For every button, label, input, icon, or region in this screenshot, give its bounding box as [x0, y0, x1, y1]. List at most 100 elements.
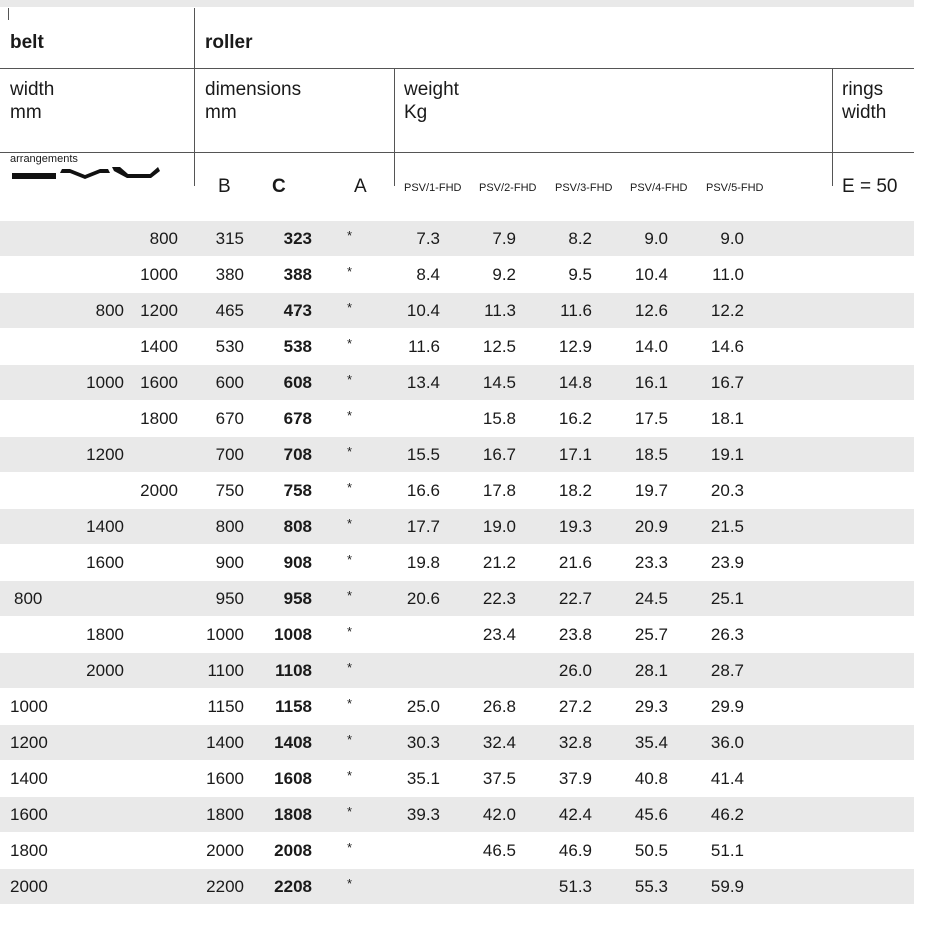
table-row: 1000 380 388 * 8.4 9.2 9.5 10.4 11.0: [0, 257, 914, 293]
cell-w2: [60, 725, 124, 761]
cell-b: 2000: [206, 841, 244, 860]
cell-b: 1100: [207, 661, 244, 680]
cell-b: 900: [215, 553, 244, 572]
cell-p3: 12.9: [558, 337, 592, 356]
cell-p3: 26.0: [558, 661, 592, 680]
cell-w2: 1600: [86, 553, 124, 572]
cell-p3: 32.8: [558, 733, 592, 752]
cell-w1: 1600: [10, 805, 48, 824]
cell-a: *: [346, 696, 352, 711]
column-divider-belt-roller: [194, 8, 195, 186]
row-separator: [0, 616, 914, 617]
cell-b: 380: [215, 265, 244, 284]
cell-w2: [60, 869, 124, 905]
cell-c: 908: [283, 553, 312, 572]
cell-w3: 800: [149, 229, 178, 248]
cell-w3: [120, 689, 178, 725]
cell-c: 1608: [274, 769, 312, 788]
row-separator: [0, 364, 914, 365]
cell-w3: 1600: [140, 373, 178, 392]
cell-p2: 14.5: [482, 373, 516, 392]
cell-p2: 15.8: [482, 409, 516, 428]
cell-w1: 2000: [10, 877, 48, 896]
cell-w2: [60, 473, 124, 509]
cell-w2: 800: [14, 589, 43, 608]
cell-p4: 9.0: [644, 229, 668, 248]
row-separator: [0, 796, 914, 797]
row-separator: [0, 724, 914, 725]
cell-p1: 16.6: [406, 481, 440, 500]
cell-p1: 25.0: [406, 697, 440, 716]
cell-p2: 26.8: [482, 697, 516, 716]
cell-c: 388: [283, 265, 312, 284]
table-row: 2000 1100 1108 * 26.0 28.1 28.7: [0, 653, 914, 689]
row-separator: [0, 760, 914, 761]
cell-w1: 1200: [10, 733, 48, 752]
cell-b: 950: [215, 589, 244, 608]
cell-a: *: [346, 300, 352, 315]
cell-c: 758: [283, 481, 312, 500]
cell-w3: 1000: [140, 265, 178, 284]
cell-w2: 1000: [86, 373, 124, 392]
cell-p1: [400, 617, 440, 653]
cell-w3: [120, 581, 178, 617]
cell-b: 2200: [206, 877, 244, 896]
cell-b: 315: [215, 229, 244, 248]
cell-c: 958: [283, 589, 312, 608]
cell-p2: 16.7: [482, 445, 516, 464]
cell-b: 750: [215, 481, 244, 500]
cell-w2: 800: [95, 301, 124, 320]
cell-p1: [400, 833, 440, 869]
row-separator: [0, 580, 914, 581]
cell-p2: 17.8: [482, 481, 516, 500]
cell-a: *: [346, 228, 352, 243]
row-separator: [0, 652, 914, 653]
cell-p4: 17.5: [634, 409, 668, 428]
cell-a: *: [346, 480, 352, 495]
row-separator: [0, 688, 914, 689]
cell-c: 1008: [274, 625, 312, 644]
cell-p1: 20.6: [406, 589, 440, 608]
table-row: 1800 1000 1008 * 23.4 23.8 25.7 26.3: [0, 617, 914, 653]
cell-a: *: [346, 840, 352, 855]
cell-p5: 28.7: [710, 661, 744, 680]
cell-b: 1150: [207, 697, 244, 716]
table-row: 800 950 958 * 20.6 22.3 22.7 24.5 25.1: [0, 581, 914, 617]
cell-p5: 19.1: [710, 445, 744, 464]
table-row: 2000 750 758 * 16.6 17.8 18.2 19.7 20.3: [0, 473, 914, 509]
row-separator: [0, 328, 914, 329]
cell-p5: 18.1: [710, 409, 744, 428]
col-b-header: B: [218, 176, 231, 197]
cell-p4: 40.8: [634, 769, 668, 788]
cell-p5: 26.3: [710, 625, 744, 644]
cell-c: 1808: [274, 805, 312, 824]
cell-w3: [120, 437, 178, 473]
cell-a: *: [346, 552, 352, 567]
cell-w2: 1400: [86, 517, 124, 536]
cell-p3: 8.2: [568, 229, 592, 248]
table-row: 1000 1600 600 608 * 13.4 14.5 14.8 16.1 16.7: [0, 365, 914, 401]
cell-w2: 1800: [86, 625, 124, 644]
cell-p1: 17.7: [406, 517, 440, 536]
column-divider-belt-left: [8, 8, 9, 20]
cell-p3: 19.3: [558, 517, 592, 536]
cell-p5: 51.1: [710, 841, 744, 860]
cell-p2: 37.5: [482, 769, 516, 788]
cell-w2: 2000: [86, 661, 124, 680]
cell-c: 808: [283, 517, 312, 536]
psv2-header: PSV/2-FHD: [479, 182, 537, 194]
cell-p4: 55.3: [634, 877, 668, 896]
cell-p2: 32.4: [482, 733, 516, 752]
table-row: 1200 700 708 * 15.5 16.7 17.1 18.5 19.1: [0, 437, 914, 473]
cell-p2: 11.3: [484, 301, 516, 320]
cell-w3: [120, 509, 178, 545]
dimensions-unit: mm: [205, 102, 237, 123]
cell-c: 323: [283, 229, 312, 248]
roller-title: roller: [205, 32, 253, 53]
cell-p3: 27.2: [558, 697, 592, 716]
cell-c: 1158: [275, 697, 312, 716]
cell-p2: 42.0: [482, 805, 516, 824]
cell-p1: 11.6: [408, 337, 440, 356]
cell-p4: 14.0: [634, 337, 668, 356]
cell-w1: 1400: [10, 769, 48, 788]
